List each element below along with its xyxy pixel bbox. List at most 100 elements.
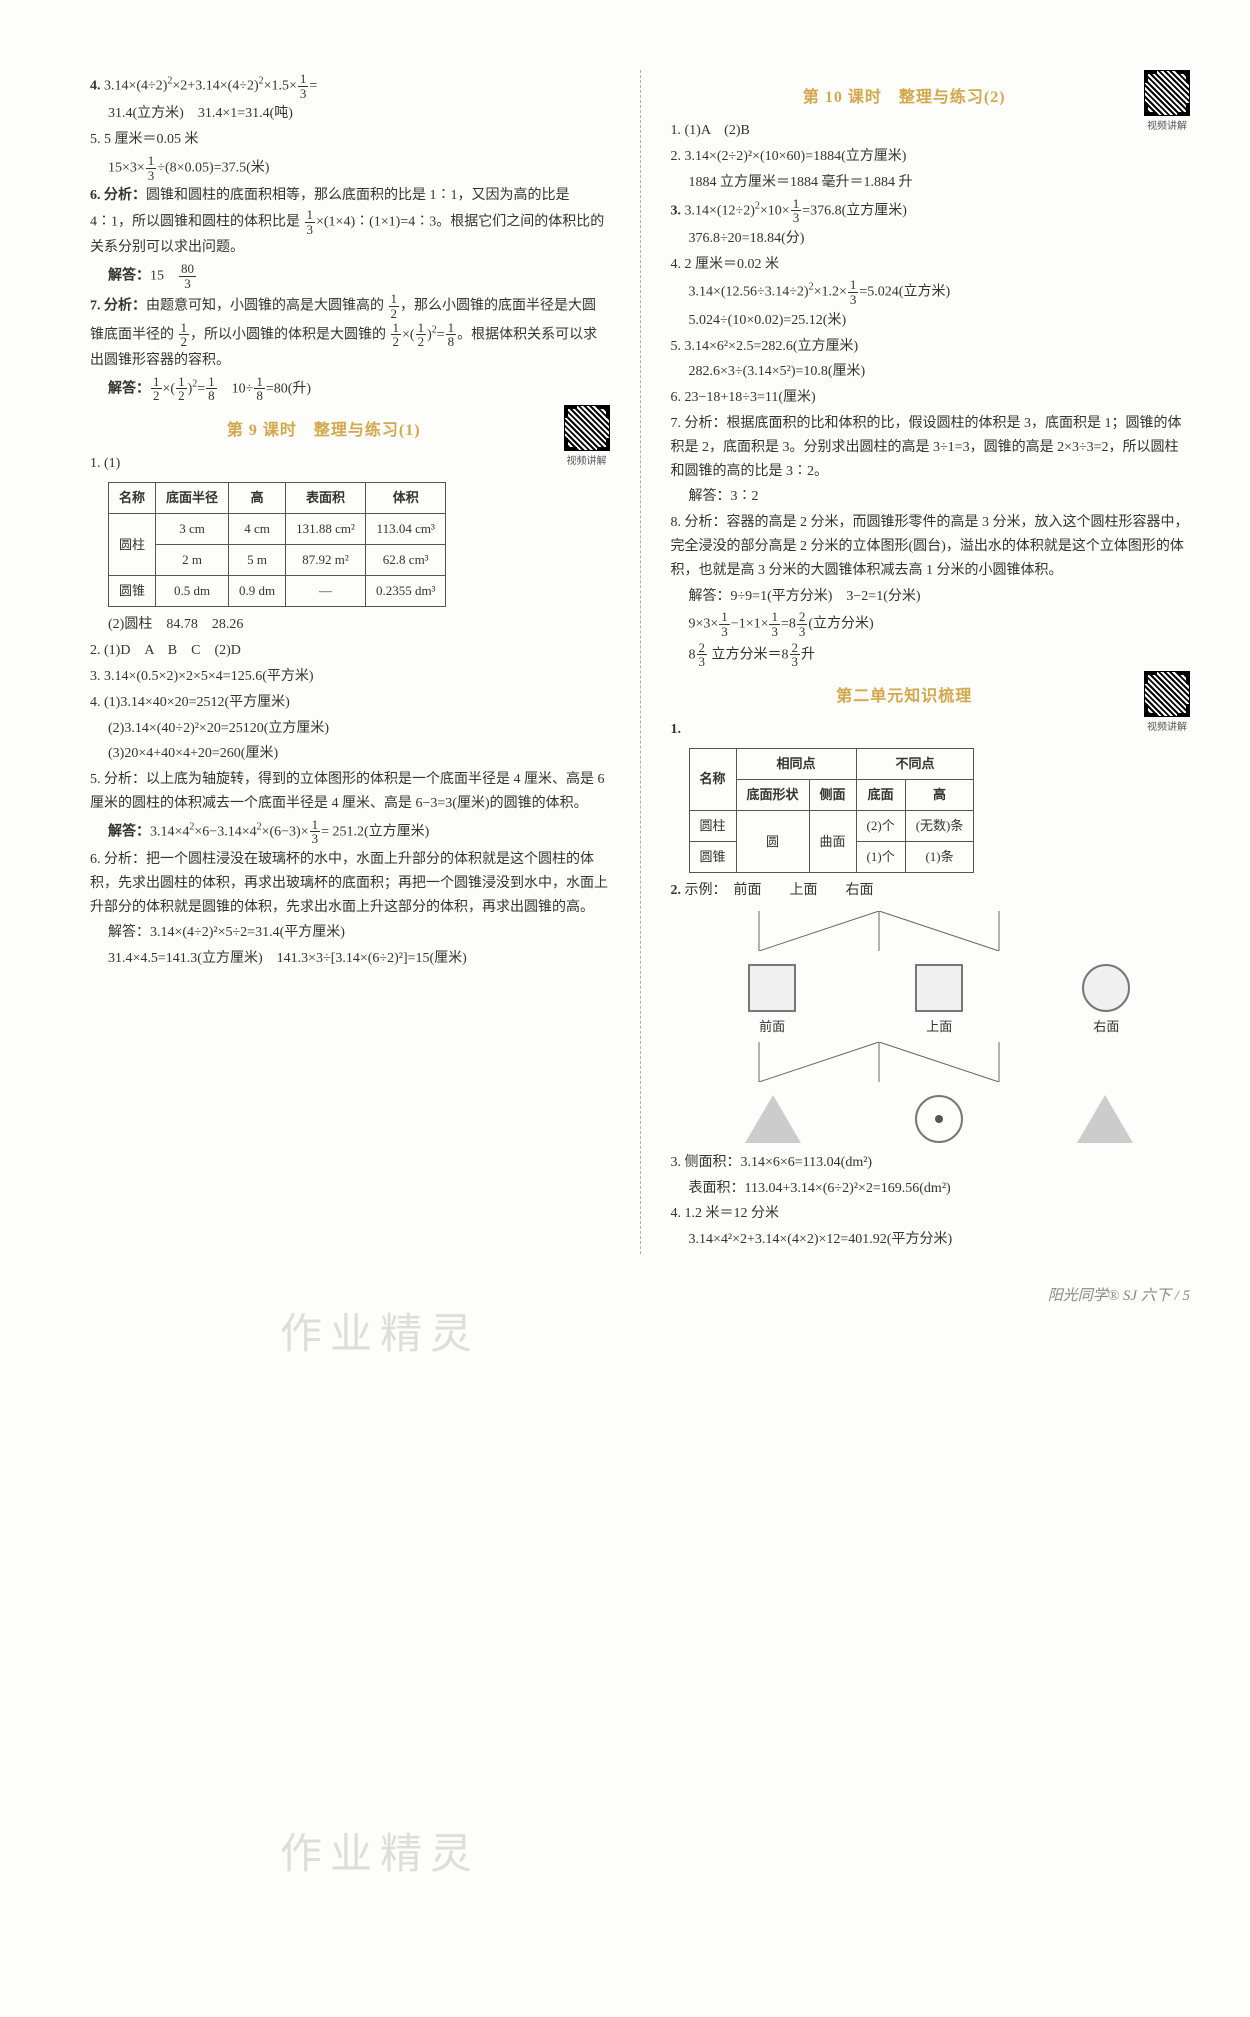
td: 圆锥 [109,576,156,607]
td: — [286,576,366,607]
r-q4b-2: 3.14×4²×2+3.14×(4×2)×12=401.92(平方分米) [671,1228,1191,1252]
q6b-ans1: 解答：3.14×(4÷2)²×5÷2=31.4(平方厘米) [90,921,610,945]
r-q2-2: 1884 立方厘米＝1884 毫升＝1.884 升 [671,171,1191,195]
q5b-analysis: 5. 分析：以上底为轴旋转，得到的立体图形的体积是一个底面半径是 4 厘米、高是… [90,768,610,816]
td: 圆锥 [689,842,736,873]
q4-line2: 31.4(立方米) 31.4×1=31.4(吨) [90,102,610,126]
r-q7-answer: 解答：3∶2 [671,485,1191,509]
th: 名称 [689,748,736,810]
watermark: 作业精灵 [280,1300,480,1371]
shape-circle [1082,964,1130,1012]
td: 62.8 cm³ [365,545,446,576]
q6b-analysis: 6. 分析：把一个圆柱浸没在玻璃杯的水中，水面上升部分的体积就是这个圆柱的体积，… [90,848,610,919]
r-q5-1: 5. 3.14×6²×2.5=282.6(立方厘米) [671,335,1191,359]
r-q3-2: 376.8÷20=18.84(分) [671,227,1191,251]
th: 底面 [856,779,905,810]
q4b-3: (3)20×4+40×4+20=260(厘米) [90,742,610,766]
page-footer: 阳光同学® SJ 六下 / 5 [90,1284,1190,1310]
td: 曲面 [809,811,856,873]
r-q4-3: 5.024÷(10×0.02)=25.12(米) [671,309,1191,333]
left-column: 4. 3.14×(4÷2)2×2+3.14×(4÷2)2×1.5×13= 31.… [90,70,610,1254]
connector-lines [689,911,1069,951]
right-column: 视频讲解 第 10 课时 整理与练习(2) 1. (1)A (2)B 2. 3.… [671,70,1191,1254]
shape-square [915,964,963,1012]
table-unit2: 名称 相同点 不同点 底面形状 侧面 底面 高 圆柱 圆 曲面 (2)个 (无数… [689,748,975,873]
qr-icon [1144,70,1190,116]
td: 2 m [156,545,229,576]
td: 0.2355 dm³ [365,576,446,607]
r-q4b-1: 4. 1.2 米＝12 分米 [671,1202,1191,1226]
r-q4-1: 4. 2 厘米＝0.02 米 [671,253,1191,277]
td: 87.92 m² [286,545,366,576]
td: 0.9 dm [229,576,286,607]
shape-triangle [745,1095,801,1143]
r-q8-ans3: 823 立方分米＝823升 [671,641,1191,669]
r-q3b-2: 表面积：113.04+3.14×(6÷2)²×2=169.56(dm²) [671,1177,1191,1201]
q7-answer: 解答：12×(12)2=18 10÷18=80(升) [90,375,610,403]
unit2-title: 第二单元知识梳理 [671,683,1191,710]
q3: 3. 3.14×(0.5×2)×2×5×4=125.6(平方米) [90,665,610,689]
q4b-2: (2)3.14×(40÷2)²×20=25120(立方厘米) [90,717,610,741]
r-q3b-1: 3. 侧面积：3.14×6×6=113.04(dm²) [671,1151,1191,1175]
td: 圆柱 [109,514,156,576]
td: (1)个 [856,842,905,873]
view-label: 上面 [926,1016,952,1038]
watermark: 作业精灵 [280,1820,480,1891]
shape-square [748,964,796,1012]
r-q5-2: 282.6×3÷(3.14×5²)=10.8(厘米) [671,360,1191,384]
q5-line2: 15×3×13÷(8×0.05)=37.5(米) [90,154,610,182]
td: 3 cm [156,514,229,545]
th: 高 [229,482,286,513]
table-lesson9: 名称 底面半径 高 表面积 体积 圆柱 3 cm 4 cm 131.88 cm²… [108,482,446,607]
th: 高 [905,779,974,810]
qr-icon [564,405,610,451]
view-label: 右面 [1093,1016,1119,1038]
r-q2-1: 2. 3.14×(2÷2)²×(10×60)=1884(立方厘米) [671,145,1191,169]
q5-line1: 5. 5 厘米＝0.05 米 [90,128,610,152]
th: 名称 [109,482,156,513]
connector-lines [689,1042,1069,1082]
td: 5 m [229,545,286,576]
r-q2b-label: 2. 示例： 前面 上面 右面 [671,879,1191,903]
lesson10-title: 第 10 课时 整理与练习(2) [671,84,1191,111]
q7-analysis: 7. 分析：由题意可知，小圆锥的高是大圆锥高的 12，那么小圆锥的底面半径是大圆… [90,292,610,372]
column-divider [640,70,641,1254]
r-q8-ans1: 解答：9÷9=1(平方分米) 3−2=1(分米) [671,585,1191,609]
r-q7-analysis: 7. 分析：根据底面积的比和体积的比，假设圆柱的体积是 3，底面积是 1；圆锥的… [671,412,1191,483]
th: 侧面 [809,779,856,810]
td: 4 cm [229,514,286,545]
q1b: (2)圆柱 84.78 28.26 [90,613,610,637]
td: 113.04 cm³ [365,514,446,545]
td: (无数)条 [905,811,974,842]
qr-lesson10: 视频讲解 [1144,70,1190,135]
td: (1)条 [905,842,974,873]
q5b-answer: 解答：3.14×42×6−3.14×42×(6−3)×13= 251.2(立方厘… [90,818,610,846]
q1-label: 1. (1) [90,452,610,476]
q4b-1: 4. (1)3.14×40×20=2512(平方厘米) [90,691,610,715]
q2: 2. (1)D A B C (2)D [90,639,610,663]
r-q8-ans2: 9×3×13−1×1×13=823(立方分米) [671,610,1191,638]
td: 圆柱 [689,811,736,842]
th: 体积 [365,482,446,513]
view-label: 前面 [759,1016,785,1038]
td: (2)个 [856,811,905,842]
q6-answer: 解答：15 803 [90,262,610,290]
q4-line1: 4. 3.14×(4÷2)2×2+3.14×(4÷2)2×1.5×13= [90,72,610,100]
lesson9-title: 第 9 课时 整理与练习(1) [90,417,610,444]
td: 0.5 dm [156,576,229,607]
th: 相同点 [736,748,856,779]
shape-triangle [1077,1095,1133,1143]
td: 圆 [736,811,809,873]
td: 131.88 cm² [286,514,366,545]
q6-analysis: 6. 分析：圆锥和圆柱的底面积相等，那么底面积的比是 1∶1，又因为高的比是 4… [90,184,610,260]
qr-icon [1144,671,1190,717]
r-q1: 1. (1)A (2)B [671,119,1191,143]
q6b-ans2: 31.4×4.5=141.3(立方厘米) 141.3×3÷[3.14×(6÷2)… [90,947,610,971]
qr-lesson9: 视频讲解 [564,405,610,470]
th: 底面形状 [736,779,809,810]
r-q6: 6. 23−18+18÷3=11(厘米) [671,386,1191,410]
th: 底面半径 [156,482,229,513]
shape-circle-dot [915,1095,963,1143]
r-q8-analysis: 8. 分析：容器的高是 2 分米，而圆锥形零件的高是 3 分米，放入这个圆柱形容… [671,511,1191,582]
r-t1-label: 1. [671,718,1191,742]
